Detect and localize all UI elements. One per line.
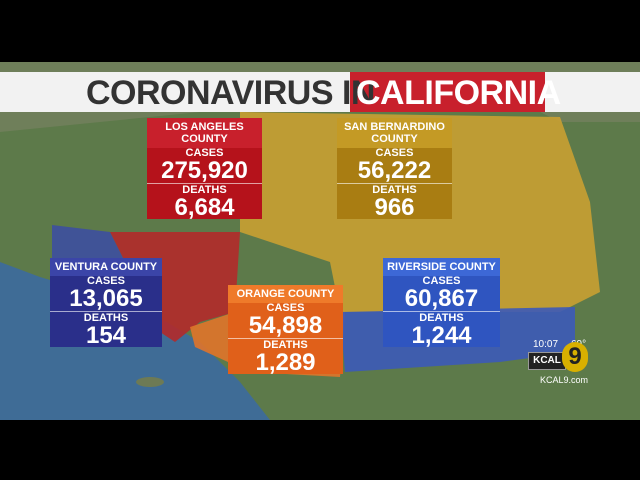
county-box: RIVERSIDE COUNTY CASES 60,867 DEATHS 1,2… xyxy=(383,258,500,349)
cases-label: CASES xyxy=(87,275,125,287)
cases-label: CASES xyxy=(266,302,305,314)
deaths-value: 6,684 xyxy=(174,194,235,221)
logo-text: KCAL xyxy=(528,352,566,370)
county-box: SAN BERNARDINO COUNTY CASES 56,222 DEATH… xyxy=(337,118,452,221)
island xyxy=(136,377,164,387)
county-name: LOS ANGELES COUNTY xyxy=(147,118,262,148)
title-highlight: CALIFORNIA xyxy=(356,74,561,112)
deaths-label: DEATHS xyxy=(83,312,129,324)
logo-number: 9 xyxy=(562,342,588,372)
county-name: SAN BERNARDINO COUNTY xyxy=(337,118,452,148)
cases-label: CASES xyxy=(422,275,461,287)
separator xyxy=(383,311,500,312)
separator xyxy=(147,183,262,184)
title-prefix: CORONAVIRUS IN xyxy=(86,74,375,112)
cases-value: 56,222 xyxy=(357,157,432,184)
cases-value: 60,867 xyxy=(404,285,479,312)
cases-label: CASES xyxy=(375,147,414,159)
time: 10:07 xyxy=(533,339,559,350)
county-box: VENTURA COUNTY CASES 13,065 DEATHS 154 xyxy=(50,258,162,349)
cases-value: 275,920 xyxy=(161,157,248,184)
deaths-value: 1,244 xyxy=(411,322,472,349)
county-box: LOS ANGELES COUNTY CASES 275,920 DEATHS … xyxy=(147,118,262,221)
county-box: ORANGE COUNTY CASES 54,898 DEATHS 1,289 xyxy=(228,285,343,376)
cases-value: 54,898 xyxy=(248,312,323,339)
cases-label: CASES xyxy=(185,147,224,159)
separator xyxy=(228,338,343,339)
title-highlight-bg xyxy=(350,72,545,112)
deaths-label: DEATHS xyxy=(372,184,417,196)
county-name: VENTURA COUNTY xyxy=(50,258,162,276)
county-name: ORANGE COUNTY xyxy=(228,285,343,303)
deaths-value: 966 xyxy=(374,194,415,221)
separator xyxy=(50,311,162,312)
website: KCAL9.com xyxy=(540,375,589,385)
deaths-label: DEATHS xyxy=(182,184,227,196)
deaths-value: 1,289 xyxy=(255,349,316,376)
deaths-label: DEATHS xyxy=(263,339,308,351)
cases-value: 13,065 xyxy=(69,285,143,312)
separator xyxy=(337,183,452,184)
deaths-value: 154 xyxy=(85,322,127,349)
county-name: RIVERSIDE COUNTY xyxy=(383,258,500,276)
deaths-label: DEATHS xyxy=(419,312,464,324)
